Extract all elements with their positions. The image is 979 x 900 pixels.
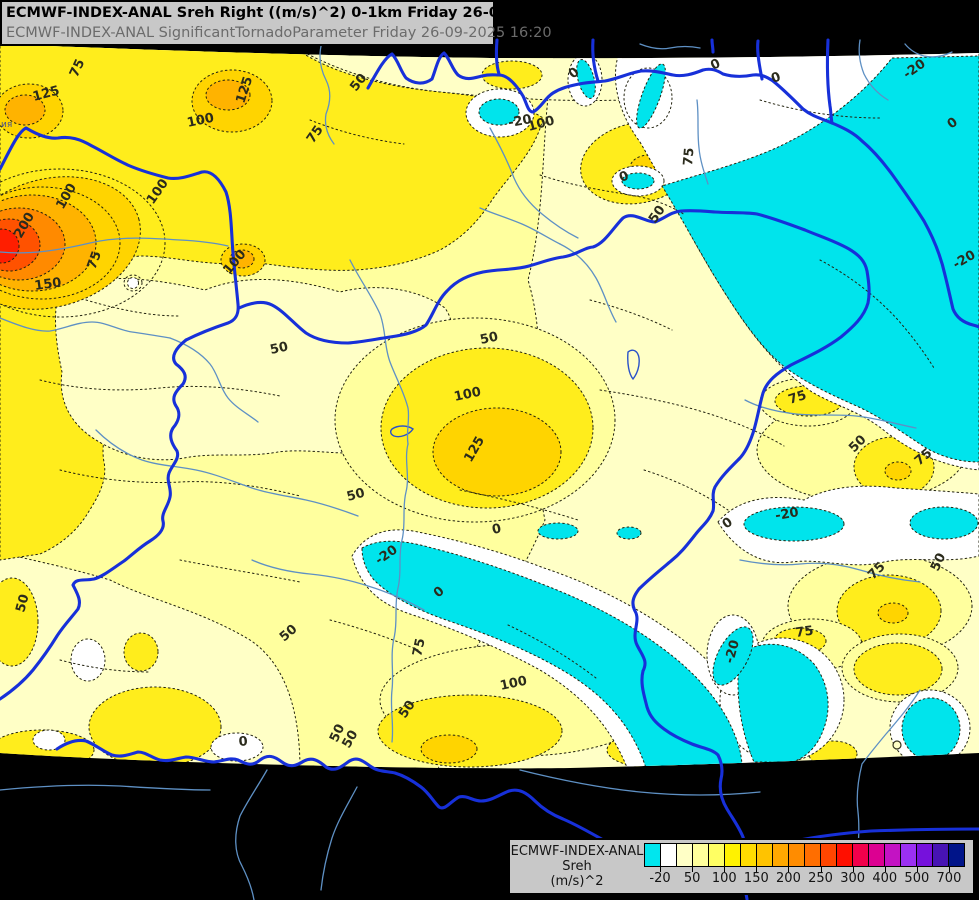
legend-unit: (m/s)^2 — [550, 874, 604, 889]
contour-value-label: 50 — [345, 486, 366, 505]
contour-value-label: 100 — [186, 111, 216, 131]
legend-swatch — [821, 844, 837, 866]
contour-lines — [39, 99, 935, 679]
legend-swatch — [933, 844, 949, 866]
legend-swatch — [661, 844, 677, 866]
legend-model-name: ECMWF-INDEX-ANAL — [510, 844, 644, 859]
major-rivers — [0, 38, 979, 900]
legend-tick-mark — [948, 867, 950, 872]
contour-value-label: 75 — [681, 147, 698, 166]
legend-tick-label: 700 — [936, 871, 962, 886]
contour-value-label: -20 — [722, 638, 743, 665]
map-title-primary: ECMWF-INDEX-ANAL Sreh Right ((m/s)^2) 0-… — [6, 5, 607, 21]
legend-tick-mark — [692, 867, 694, 872]
contour-value-label: 75 — [410, 637, 428, 658]
contour-value-label: 50 — [13, 593, 32, 614]
legend-swatch — [773, 844, 789, 866]
legend-tick-label: 150 — [743, 871, 769, 886]
legend-swatch — [757, 844, 773, 866]
contour-value-label: 125 — [31, 83, 61, 105]
legend-tick-mark — [756, 867, 758, 872]
legend-swatch — [709, 844, 725, 866]
legend-bar-wrap: -20 50 100 150 200 250 300 400 500 700 — [644, 843, 965, 893]
legend-tick-label: 50 — [683, 871, 701, 886]
legend-swatch — [789, 844, 805, 866]
contour-value-label: 75 — [67, 57, 88, 80]
river-danube-north — [0, 126, 240, 342]
lake-tisza — [627, 349, 640, 381]
legend-tick-label: 100 — [711, 871, 737, 886]
legend-swatch — [917, 844, 933, 866]
legend-swatch — [693, 844, 709, 866]
partial-city-label: ия — [1, 120, 12, 130]
contour-value-label: 75 — [85, 249, 105, 271]
legend-swatch — [677, 844, 693, 866]
legend-swatch — [885, 844, 901, 866]
contour-value-label: 50 — [928, 551, 949, 574]
contour-value-label: -20 — [507, 112, 533, 131]
contour-value-label: 150 — [33, 275, 62, 294]
river-tisza — [631, 457, 749, 900]
river-upper-tisza — [366, 51, 979, 329]
legend-swatch — [853, 844, 869, 866]
legend-swatch — [805, 844, 821, 866]
legend-tick-mark — [724, 867, 726, 872]
legend-text-block: ECMWF-INDEX-ANAL Sreh (m/s)^2 — [510, 840, 644, 893]
legend-swatch — [645, 844, 661, 866]
contour-value-label: 100 — [526, 113, 556, 135]
legend-swatch — [869, 844, 885, 866]
color-scale-ticks: -20 50 100 150 200 250 300 400 500 700 — [644, 867, 965, 893]
contour-value-label: 75 — [794, 624, 814, 641]
contour-value-label: 0 — [238, 734, 248, 750]
legend-tick-label: 500 — [904, 871, 930, 886]
contour-value-label: 100 — [499, 674, 529, 694]
river-ipoly-branch — [237, 209, 871, 461]
legend-swatch — [949, 844, 964, 866]
lakes — [390, 349, 640, 438]
title-bar: ECMWF-INDEX-ANAL Sreh Right ((m/s)^2) 0-… — [0, 0, 607, 46]
legend-tick-mark — [820, 867, 822, 872]
lake-balaton — [390, 425, 414, 438]
legend-swatch — [741, 844, 757, 866]
legend-swatch — [901, 844, 917, 866]
contour-value-label: 0 — [491, 521, 503, 538]
contour-value-label: 50 — [479, 329, 500, 347]
legend-parameter-name: Sreh — [562, 859, 592, 874]
color-scale-bar — [644, 843, 965, 867]
small-contour-ring — [892, 740, 902, 750]
legend-tick-mark — [852, 867, 854, 872]
legend-tick-label: -20 — [649, 871, 671, 886]
minor-rivers-and-borders — [0, 39, 953, 900]
river-danube-south — [0, 338, 188, 701]
legend-tick-label: 400 — [872, 871, 898, 886]
legend-swatch — [725, 844, 741, 866]
legend-tick-mark — [884, 867, 886, 872]
legend-tick-label: 200 — [776, 871, 801, 886]
contour-value-label: 100 — [453, 385, 483, 405]
legend-tick-label: 300 — [840, 871, 866, 886]
legend-tick-label: 250 — [808, 871, 833, 886]
contour-value-label: 50 — [327, 722, 348, 745]
legend-tick-mark — [916, 867, 918, 872]
contour-value-label: -20 — [774, 505, 800, 524]
color-scale-legend: ECMWF-INDEX-ANAL Sreh (m/s)^2 -20 50 100 15… — [508, 838, 975, 895]
contour-value-label: 50 — [269, 339, 290, 357]
map-title-secondary: ECMWF-INDEX-ANAL SignificantTornadoParam… — [6, 25, 552, 41]
river-drava-danube-south — [55, 738, 725, 864]
legend-tick-mark — [660, 867, 662, 872]
legend-swatch — [837, 844, 853, 866]
legend-tick-mark — [788, 867, 790, 872]
contour-fill-regions — [0, 44, 979, 769]
contour-value-label: 75 — [787, 388, 809, 408]
